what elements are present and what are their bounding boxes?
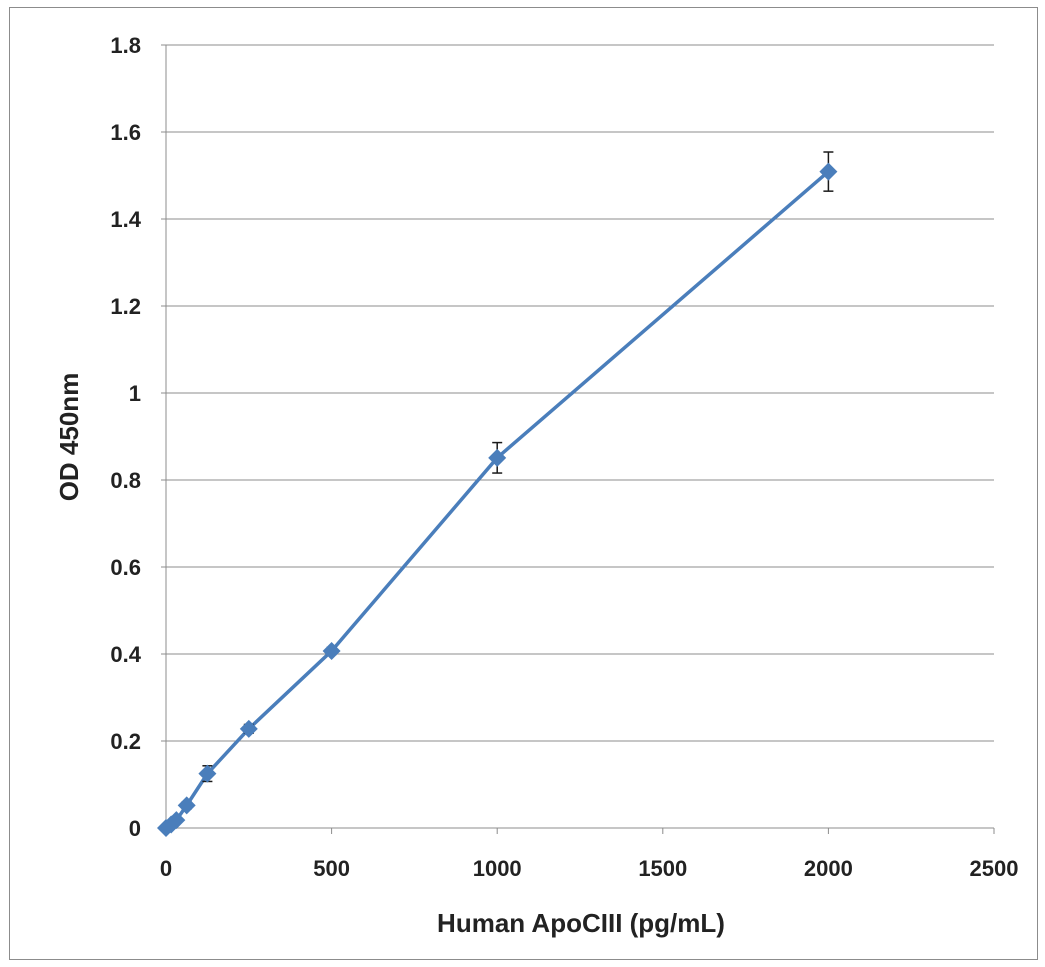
data-point	[177, 796, 196, 815]
chart-frame	[9, 7, 1038, 960]
y-tick-label: 0.2	[110, 729, 141, 754]
data-point	[819, 162, 838, 181]
series-group	[157, 151, 838, 837]
y-tick-label: 0.8	[110, 468, 141, 493]
y-tick-label: 1.2	[110, 294, 141, 319]
x-tick-label: 2000	[804, 856, 853, 881]
y-axis-title: OD 450nm	[54, 373, 84, 502]
data-point	[239, 719, 258, 738]
y-tick-label: 1.6	[110, 120, 141, 145]
data-point	[167, 811, 186, 830]
x-tick-label: 1000	[473, 856, 522, 881]
x-tick-label: 2500	[970, 856, 1019, 881]
y-tick-label: 1.4	[110, 207, 141, 232]
series-line	[165, 170, 830, 830]
axes	[161, 44, 995, 834]
y-tick-label: 0.4	[110, 642, 141, 667]
x-tick-labels: 0 500 1000 1500 2000 2500	[160, 856, 1019, 881]
grid-lines	[166, 44, 994, 742]
x-axis-title: Human ApoCIII (pg/mL)	[437, 908, 725, 938]
y-tick-label: 1	[129, 381, 141, 406]
data-point	[488, 448, 507, 467]
y-tick-label: 1.8	[110, 33, 141, 58]
y-tick-label: 0	[129, 816, 141, 841]
y-tick-label: 0.6	[110, 555, 141, 580]
data-point	[322, 641, 341, 660]
x-tick-label: 0	[160, 856, 172, 881]
x-tick-label: 500	[313, 856, 350, 881]
data-point	[198, 764, 217, 783]
x-tick-label: 1500	[638, 856, 687, 881]
y-tick-labels: 0 0.2 0.4 0.6 0.8 1 1.2 1.4 1.6 1.8	[110, 33, 141, 841]
